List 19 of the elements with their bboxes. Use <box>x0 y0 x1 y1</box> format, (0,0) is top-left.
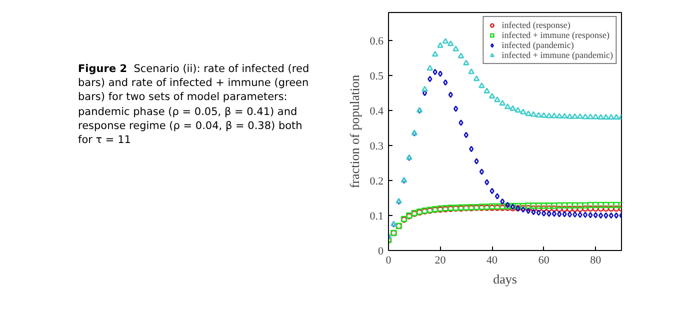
text: Figure 2 <box>78 63 128 75</box>
legend-label: infected (pandemic) <box>502 40 574 50</box>
y-tick-label: 0.6 <box>370 36 384 48</box>
y-tick-label: 0.2 <box>370 176 384 188</box>
x-tick-label: 80 <box>590 254 602 266</box>
y-axis-title: fraction of population <box>346 74 362 188</box>
y-tick-label: 0 <box>378 246 384 258</box>
legend-label: infected + immune (pandemic) <box>502 50 613 60</box>
y-tick-label: 0.1 <box>370 210 384 222</box>
y-tick-label: 0.3 <box>370 140 384 152</box>
x-tick-label: 60 <box>538 254 550 266</box>
y-tick-label: 0.5 <box>370 70 384 82</box>
legend-label: infected (response) <box>502 20 570 30</box>
y-tick-label: 0.4 <box>370 106 384 118</box>
x-axis-title: days <box>493 272 517 286</box>
x-tick-label: 0 <box>386 254 392 266</box>
x-tick-label: 20 <box>434 254 446 266</box>
x-tick-label: 40 <box>486 254 498 266</box>
legend-label: infected + immune (response) <box>502 30 610 40</box>
